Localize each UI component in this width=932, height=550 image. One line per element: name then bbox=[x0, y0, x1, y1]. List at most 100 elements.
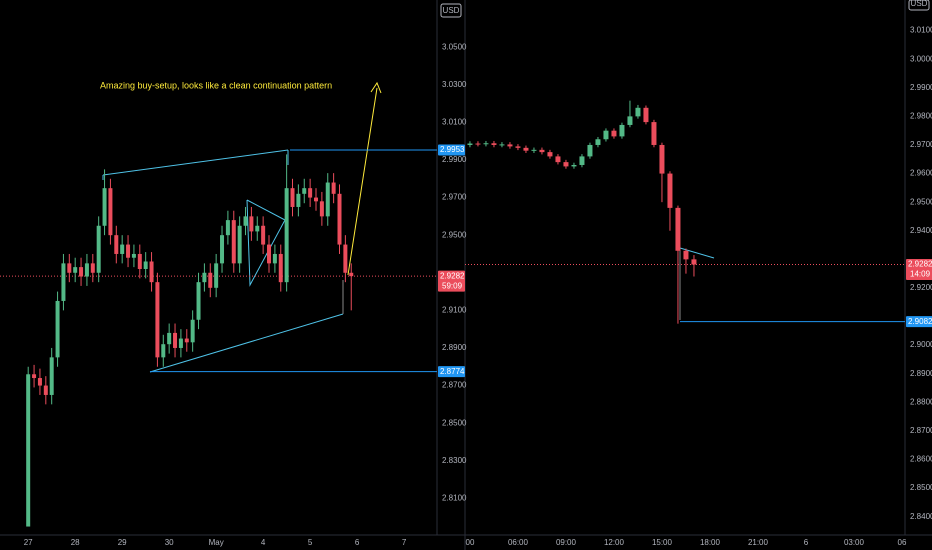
currency: USD bbox=[443, 6, 460, 15]
candle-body bbox=[515, 146, 521, 148]
x-tick-label: 5 bbox=[308, 538, 313, 547]
candle-body bbox=[290, 188, 295, 207]
y-tick-label: 2.8500 bbox=[910, 483, 932, 492]
candle-body bbox=[571, 164, 577, 167]
trend-line bbox=[102, 149, 289, 176]
candle-body bbox=[73, 267, 78, 273]
x-tick-label: 00 bbox=[466, 538, 475, 547]
price-tag-label: 2.8774 bbox=[440, 367, 465, 376]
y-tick-label: 2.8900 bbox=[910, 369, 932, 378]
candle-body bbox=[43, 385, 48, 395]
candle-body bbox=[255, 225, 260, 232]
candle-body bbox=[635, 107, 641, 117]
candle-body bbox=[108, 188, 113, 236]
y-tick-label: 3.0500 bbox=[442, 42, 467, 51]
candle-body bbox=[659, 144, 665, 174]
candle-body bbox=[272, 253, 277, 264]
y-tick-label: 2.9700 bbox=[442, 193, 467, 202]
candle-body bbox=[507, 144, 513, 147]
candle-body bbox=[96, 225, 101, 273]
candle-body bbox=[595, 139, 601, 145]
x-tick-label: 6 bbox=[804, 538, 809, 547]
price-tag bbox=[438, 366, 465, 378]
candle-body bbox=[55, 300, 60, 358]
y-tick-label: 2.8500 bbox=[442, 418, 467, 427]
candle-body bbox=[26, 374, 31, 527]
candle-body bbox=[491, 143, 497, 145]
candle-body bbox=[349, 272, 354, 277]
y-tick-label: 2.8300 bbox=[442, 456, 467, 465]
candle-body bbox=[603, 130, 609, 140]
candle-body bbox=[196, 282, 201, 320]
price-tag bbox=[906, 316, 932, 328]
y-tick-label: 2.8700 bbox=[910, 426, 932, 435]
trend-line bbox=[149, 313, 344, 373]
x-tick-label: 6 bbox=[355, 538, 360, 547]
candle-body bbox=[155, 282, 160, 358]
currency: USD bbox=[911, 0, 928, 8]
candle-body bbox=[643, 107, 649, 123]
candle-body bbox=[208, 272, 213, 288]
x-tick-label: 30 bbox=[165, 538, 174, 547]
candle-body bbox=[220, 235, 225, 264]
x-tick-label: 03:00 bbox=[844, 538, 865, 547]
arrow-head bbox=[370, 81, 382, 94]
candle-body bbox=[547, 152, 553, 157]
x-tick-label: 06 bbox=[898, 538, 907, 547]
candle-body bbox=[531, 149, 537, 151]
candle-body bbox=[555, 156, 561, 163]
countdown: 59:09 bbox=[442, 281, 463, 290]
y-tick-label: 3.0100 bbox=[910, 26, 932, 35]
x-tick-label: 15:00 bbox=[652, 538, 673, 547]
candle-body bbox=[319, 201, 324, 217]
arrow bbox=[347, 87, 378, 276]
price-tag-label: 2.9282 bbox=[440, 271, 465, 280]
candle-body bbox=[523, 147, 529, 151]
y-tick-label: 2.9900 bbox=[442, 155, 467, 164]
candle-body bbox=[325, 182, 330, 217]
candle-body bbox=[683, 250, 689, 260]
currency-box bbox=[440, 3, 462, 18]
x-tick-label: May bbox=[209, 538, 224, 547]
x-tick-label: 7 bbox=[402, 538, 407, 547]
candle-body bbox=[120, 244, 125, 254]
y-tick-label: 2.9800 bbox=[910, 111, 932, 120]
candle-body bbox=[49, 357, 54, 395]
candle-body bbox=[467, 143, 473, 145]
candle-body bbox=[173, 332, 178, 348]
y-tick-label: 2.8100 bbox=[442, 493, 467, 502]
candle-body bbox=[337, 193, 342, 245]
x-tick-label: 21:00 bbox=[748, 538, 769, 547]
candle-body bbox=[149, 261, 154, 283]
candle-body bbox=[190, 319, 195, 343]
candle-body bbox=[143, 261, 148, 270]
candle-body bbox=[278, 253, 283, 283]
annotation: Amazing buy-setup, looks like a clean co… bbox=[100, 80, 332, 90]
x-tick-label: 27 bbox=[24, 538, 33, 547]
candle-body bbox=[102, 188, 107, 226]
x-tick-label: 29 bbox=[118, 538, 127, 547]
y-tick-label: 2.8900 bbox=[442, 343, 467, 352]
currency-box bbox=[908, 0, 930, 11]
candle-body bbox=[114, 235, 119, 254]
candle-body bbox=[261, 225, 266, 245]
candle-body bbox=[249, 216, 254, 232]
candle-body bbox=[79, 267, 84, 277]
candle-body bbox=[499, 144, 505, 146]
candle-body bbox=[651, 122, 657, 145]
candle-body bbox=[184, 338, 189, 343]
y-tick-label: 2.9600 bbox=[910, 169, 932, 178]
candle-body bbox=[579, 156, 585, 165]
candle-body bbox=[284, 188, 289, 283]
candle-body bbox=[331, 182, 336, 194]
candle-body bbox=[237, 225, 242, 264]
y-tick-label: 2.9000 bbox=[910, 340, 932, 349]
candle-body bbox=[475, 143, 481, 145]
candle-body bbox=[32, 374, 37, 379]
y-tick-label: 2.9900 bbox=[910, 83, 932, 92]
candle-body bbox=[587, 144, 593, 157]
candle-body bbox=[37, 378, 42, 386]
price-tag-label: 2.9282 bbox=[908, 260, 932, 269]
